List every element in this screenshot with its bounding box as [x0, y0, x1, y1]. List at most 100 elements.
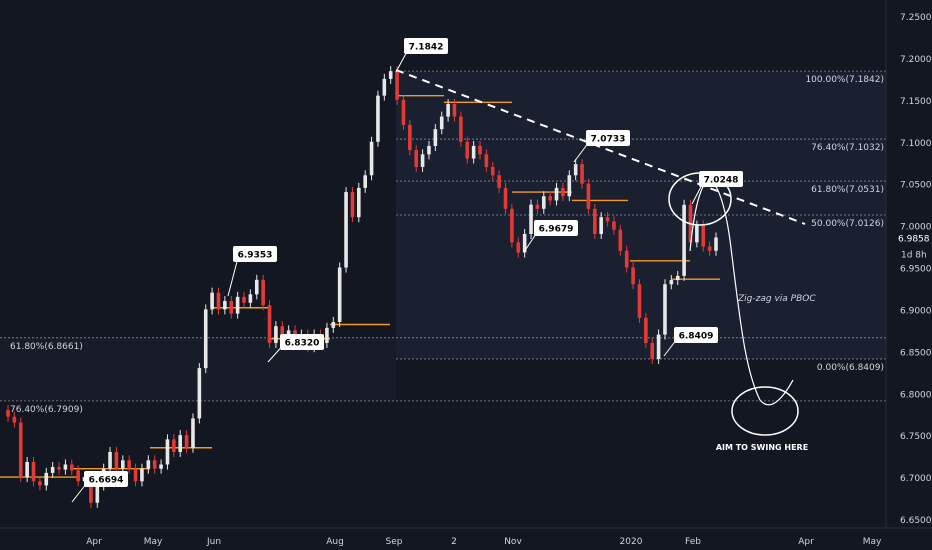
- candle-body: [350, 192, 355, 218]
- candle-body: [376, 95, 380, 142]
- candle-body: [459, 116, 463, 142]
- candle-body: [12, 416, 17, 423]
- candle-body: [465, 141, 470, 159]
- candle-body: [388, 71, 393, 79]
- candle-body: [114, 451, 119, 469]
- x-tick-label: Aug: [326, 537, 344, 547]
- swing-target-label: AIM TO SWING HERE: [716, 443, 808, 452]
- y-tick-label: 6.8500: [900, 348, 932, 358]
- price-callout-label: 6.8320: [285, 339, 320, 349]
- candle-body: [669, 280, 674, 285]
- fib-label: 0.00%(6.8409): [817, 363, 884, 373]
- candle-body: [522, 233, 527, 253]
- candle-body: [261, 279, 265, 306]
- candle-body: [248, 294, 253, 303]
- candle-body: [235, 296, 240, 314]
- candle-body: [331, 321, 336, 328]
- last-price-label: 6.9858: [898, 234, 930, 244]
- candle-body: [216, 292, 221, 310]
- candle-body: [63, 464, 68, 470]
- candle-body: [44, 472, 49, 486]
- price-callout-label: 7.0248: [704, 176, 739, 186]
- candle-body: [599, 217, 603, 234]
- y-tick-label: 6.9000: [900, 306, 932, 316]
- x-tick-label: Apr: [86, 537, 102, 547]
- candle-body: [152, 460, 157, 469]
- candle-body: [427, 145, 431, 155]
- candle-body: [484, 154, 489, 167]
- price-callout-label: 7.1842: [409, 43, 444, 53]
- candle-body: [631, 267, 635, 285]
- candle-body: [223, 301, 227, 310]
- fib-label: 100.00%(7.1842): [805, 75, 884, 85]
- candle-body: [133, 468, 138, 482]
- candle-body: [76, 470, 80, 482]
- zigzag-note: Zig-zag via PBOC: [737, 294, 816, 304]
- candle-body: [203, 309, 208, 369]
- candle-body: [178, 435, 183, 452]
- candle-body: [191, 418, 195, 448]
- candle-body: [656, 334, 661, 359]
- candle-body: [497, 175, 501, 188]
- candle-body: [516, 242, 521, 253]
- price-callout-label: 6.9353: [238, 251, 273, 261]
- candle-body: [452, 104, 457, 117]
- candle-body: [108, 451, 112, 469]
- candle-body: [535, 204, 540, 209]
- fib-label: 61.80%(7.0531): [811, 185, 884, 195]
- price-callout-box: [233, 246, 277, 262]
- candle-body: [503, 187, 508, 209]
- candle-body: [510, 208, 514, 243]
- candle-body: [38, 481, 42, 486]
- candle-body: [446, 104, 450, 117]
- candle-body: [420, 154, 425, 167]
- candle-body: [561, 187, 565, 197]
- candle-body: [95, 485, 100, 503]
- candle-body: [554, 187, 559, 201]
- candle-body: [567, 175, 572, 197]
- y-tick-label: 7.0500: [900, 181, 932, 191]
- price-callout-box: [84, 471, 128, 487]
- candle-body: [395, 71, 399, 100]
- fib-label: 50.00%(7.0126): [811, 219, 884, 229]
- candle-body: [18, 422, 23, 478]
- y-tick-label: 7.1500: [900, 97, 932, 107]
- x-tick-label: May: [144, 537, 163, 547]
- candle-body: [369, 141, 374, 176]
- descending-trendline: [395, 69, 806, 225]
- x-tick-label: Sep: [386, 537, 403, 547]
- price-callout-box: [534, 220, 578, 236]
- price-callout-box: [699, 171, 743, 187]
- price-callout-label: 6.6694: [89, 476, 124, 486]
- candle-body: [707, 246, 712, 251]
- swing-target-circle: [731, 386, 799, 436]
- candle-body: [695, 225, 699, 243]
- candle-body: [267, 305, 272, 343]
- x-tick-label: May: [863, 537, 882, 547]
- y-tick-label: 6.7500: [900, 432, 932, 442]
- x-tick-label: Feb: [685, 537, 701, 547]
- candle-body: [701, 225, 706, 247]
- candle-body: [6, 410, 10, 417]
- y-tick-label: 7.2500: [900, 13, 932, 23]
- x-tick-label: 2020: [620, 537, 643, 547]
- price-callout-box: [404, 38, 448, 54]
- candle-body: [433, 129, 438, 146]
- candle-body: [127, 460, 131, 469]
- countdown-label: 1d 8h: [901, 250, 927, 260]
- price-callout-label: 6.8409: [679, 332, 714, 342]
- fib-label: 76.40%(7.1032): [811, 143, 884, 153]
- candle-body: [344, 192, 348, 268]
- candle-body: [401, 99, 406, 125]
- candle-body: [172, 439, 176, 452]
- candle-body: [25, 461, 29, 478]
- y-tick-label: 6.8000: [900, 390, 932, 400]
- candle-body: [254, 279, 259, 295]
- y-tick-label: 6.7000: [900, 474, 932, 484]
- candle-body: [274, 326, 278, 343]
- y-tick-label: 7.2000: [900, 55, 932, 65]
- candle-body: [618, 229, 623, 251]
- candle-body: [280, 326, 285, 339]
- candle-body: [363, 175, 367, 188]
